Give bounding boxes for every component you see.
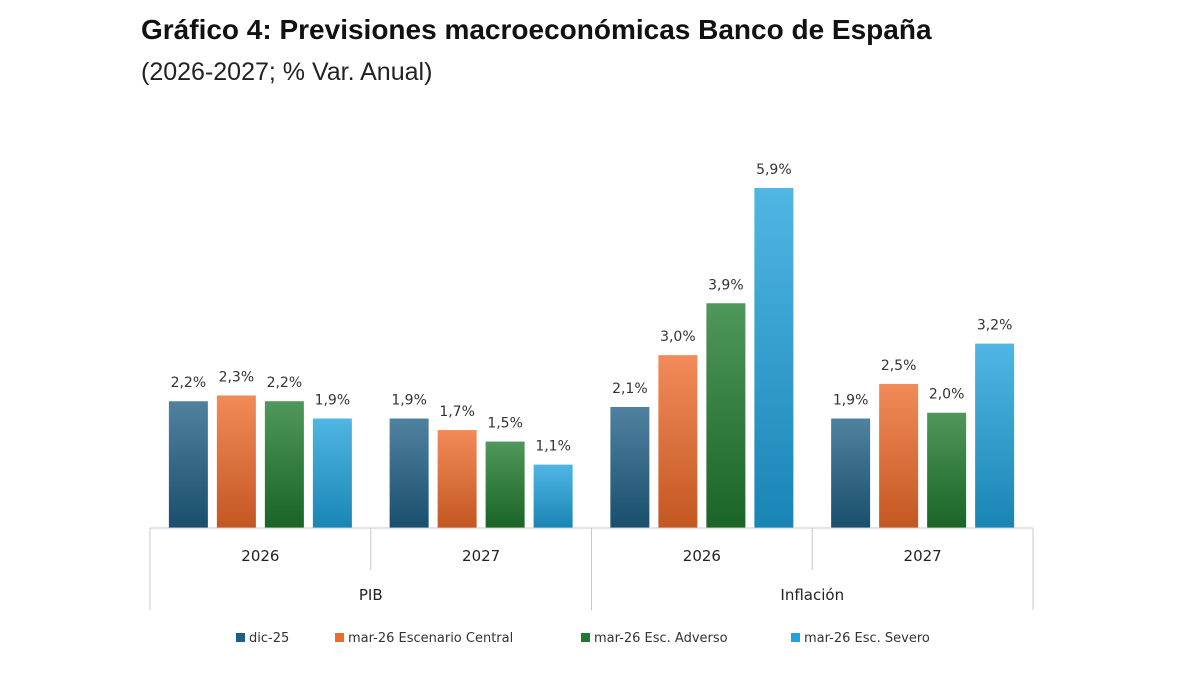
- bar-4-1: [312, 418, 352, 528]
- data-label: 1,9%: [315, 393, 351, 409]
- value-labels-layer: 2,2% 2,3% 2,2% 1,9% 1,9% 1,7% 1,5% 1,1% 2,1% 3,0%…: [171, 162, 1013, 455]
- chart-title: Gráfico 4: Previsiones macroeconómicas B…: [141, 14, 932, 45]
- data-label: 1,9%: [833, 393, 869, 409]
- legend-swatch: [236, 633, 245, 642]
- bar-3-4: [927, 412, 967, 528]
- bar-3-2: [485, 441, 525, 528]
- bar-3-3: [706, 303, 746, 528]
- chart-subtitle: (2026-2027; % Var. Anual): [141, 58, 433, 86]
- category-tick-label: 2027: [904, 547, 942, 565]
- legend-label: dic-25: [249, 631, 289, 646]
- legend-swatch: [791, 633, 800, 642]
- legend: dic-25 mar-26 Escenario Central mar-26 Esc…: [236, 631, 930, 646]
- bar-3-1: [264, 401, 304, 528]
- data-label: 5,9%: [756, 162, 792, 178]
- legend-label: mar-26 Esc. Adverso: [594, 631, 728, 646]
- data-label: 2,5%: [881, 358, 917, 374]
- data-label: 1,5%: [487, 416, 523, 432]
- bar-2-4: [879, 383, 919, 528]
- data-label: 1,1%: [535, 439, 571, 455]
- bar-2-3: [658, 355, 698, 528]
- bar-4-2: [533, 464, 573, 528]
- bar-1-1: [168, 401, 208, 528]
- data-label: 1,9%: [391, 393, 427, 409]
- data-label: 2,2%: [267, 375, 303, 391]
- bar-1-4: [831, 418, 871, 528]
- bars-layer: [168, 188, 1015, 528]
- bar-2-1: [216, 395, 256, 528]
- legend-label: mar-26 Esc. Severo: [804, 631, 930, 646]
- data-label: 3,0%: [660, 329, 696, 345]
- data-label: 2,3%: [219, 369, 255, 385]
- bar-1-2: [389, 418, 429, 528]
- bar-2-2: [437, 430, 477, 528]
- category-axis: 2026 2027 PIB 2026 2027 Inflación: [149, 527, 1034, 610]
- category-tick-label: 2027: [462, 547, 500, 565]
- category-tick-label: 2026: [683, 547, 721, 565]
- bar-1-3: [610, 406, 650, 528]
- legend-swatch: [335, 633, 344, 642]
- legend-swatch: [581, 633, 590, 642]
- data-label: 3,9%: [708, 277, 744, 293]
- data-label: 2,2%: [171, 375, 207, 391]
- group-label: PIB: [359, 586, 383, 604]
- data-label: 3,2%: [977, 318, 1013, 334]
- legend-label: mar-26 Escenario Central: [348, 631, 513, 646]
- data-label: 2,0%: [929, 387, 965, 403]
- bar-4-4: [975, 343, 1015, 528]
- category-tick-label: 2026: [241, 547, 279, 565]
- data-label: 2,1%: [612, 381, 648, 397]
- data-label: 1,7%: [439, 404, 475, 420]
- bar-4-3: [754, 188, 794, 528]
- group-label: Inflación: [780, 586, 844, 604]
